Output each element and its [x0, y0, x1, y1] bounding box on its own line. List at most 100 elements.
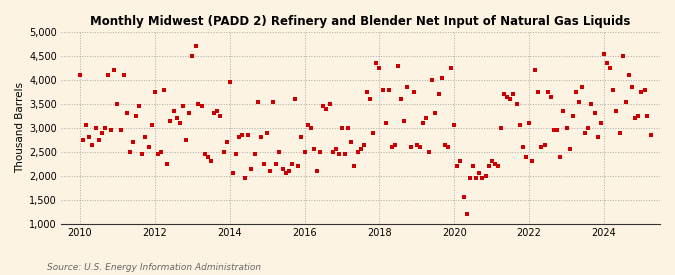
Point	[424, 150, 435, 154]
Point	[349, 164, 360, 169]
Point	[595, 121, 606, 125]
Point	[84, 135, 95, 140]
Point	[130, 114, 141, 118]
Point	[630, 116, 641, 120]
Point	[156, 150, 167, 154]
Point	[202, 155, 213, 159]
Point	[518, 145, 529, 149]
Point	[362, 90, 373, 94]
Point	[443, 145, 454, 149]
Point	[449, 123, 460, 128]
Point	[224, 80, 235, 84]
Point	[533, 90, 544, 94]
Point	[551, 128, 562, 133]
Point	[246, 166, 257, 171]
Point	[405, 145, 416, 149]
Point	[343, 126, 354, 130]
Point	[468, 164, 479, 169]
Point	[576, 85, 587, 89]
Point	[259, 162, 269, 166]
Point	[109, 68, 119, 73]
Point	[558, 109, 569, 113]
Point	[308, 147, 319, 152]
Point	[399, 119, 410, 123]
Point	[299, 150, 310, 154]
Point	[352, 150, 363, 154]
Point	[112, 102, 123, 106]
Point	[368, 130, 379, 135]
Point	[143, 145, 154, 149]
Point	[549, 128, 560, 133]
Point	[492, 164, 503, 169]
Point	[626, 85, 637, 89]
Point	[193, 102, 204, 106]
Point	[315, 150, 325, 154]
Point	[209, 111, 219, 116]
Point	[187, 54, 198, 58]
Point	[408, 90, 419, 94]
Point	[159, 87, 169, 92]
Point	[458, 195, 469, 200]
Point	[527, 159, 538, 164]
Point	[608, 87, 619, 92]
Point	[505, 97, 516, 101]
Point	[106, 128, 117, 133]
Point	[530, 68, 541, 73]
Point	[508, 92, 519, 97]
Point	[262, 130, 273, 135]
Point	[324, 102, 335, 106]
Point	[383, 87, 394, 92]
Point	[140, 135, 151, 140]
Point	[614, 130, 625, 135]
Point	[545, 95, 556, 99]
Point	[586, 102, 597, 106]
Point	[205, 159, 216, 164]
Point	[636, 90, 647, 94]
Point	[439, 142, 450, 147]
Point	[617, 54, 628, 58]
Point	[337, 126, 348, 130]
Point	[393, 63, 404, 68]
Point	[243, 133, 254, 137]
Point	[474, 171, 485, 176]
Point	[75, 73, 86, 77]
Point	[396, 97, 406, 101]
Point	[312, 169, 323, 173]
Point	[477, 176, 488, 180]
Point	[555, 155, 566, 159]
Point	[645, 133, 656, 137]
Point	[212, 109, 223, 113]
Point	[377, 87, 388, 92]
Point	[321, 106, 332, 111]
Point	[115, 128, 126, 133]
Point	[178, 104, 188, 109]
Point	[122, 111, 132, 116]
Point	[174, 121, 185, 125]
Point	[78, 138, 88, 142]
Point	[374, 66, 385, 70]
Point	[296, 135, 306, 140]
Point	[218, 150, 229, 154]
Point	[583, 126, 594, 130]
Title: Monthly Midwest (PADD 2) Refinery and Blender Net Input of Natural Gas Liquids: Monthly Midwest (PADD 2) Refinery and Bl…	[90, 15, 631, 28]
Point	[215, 114, 225, 118]
Point	[287, 162, 298, 166]
Point	[499, 92, 510, 97]
Point	[599, 51, 610, 56]
Point	[97, 130, 107, 135]
Point	[333, 152, 344, 156]
Point	[536, 145, 547, 149]
Point	[487, 159, 497, 164]
Point	[358, 142, 369, 147]
Point	[436, 75, 447, 80]
Point	[402, 85, 413, 89]
Point	[340, 152, 350, 156]
Point	[305, 126, 316, 130]
Point	[274, 150, 285, 154]
Point	[90, 126, 101, 130]
Point	[633, 114, 644, 118]
Point	[99, 126, 110, 130]
Point	[605, 66, 616, 70]
Point	[280, 171, 291, 176]
Point	[302, 123, 313, 128]
